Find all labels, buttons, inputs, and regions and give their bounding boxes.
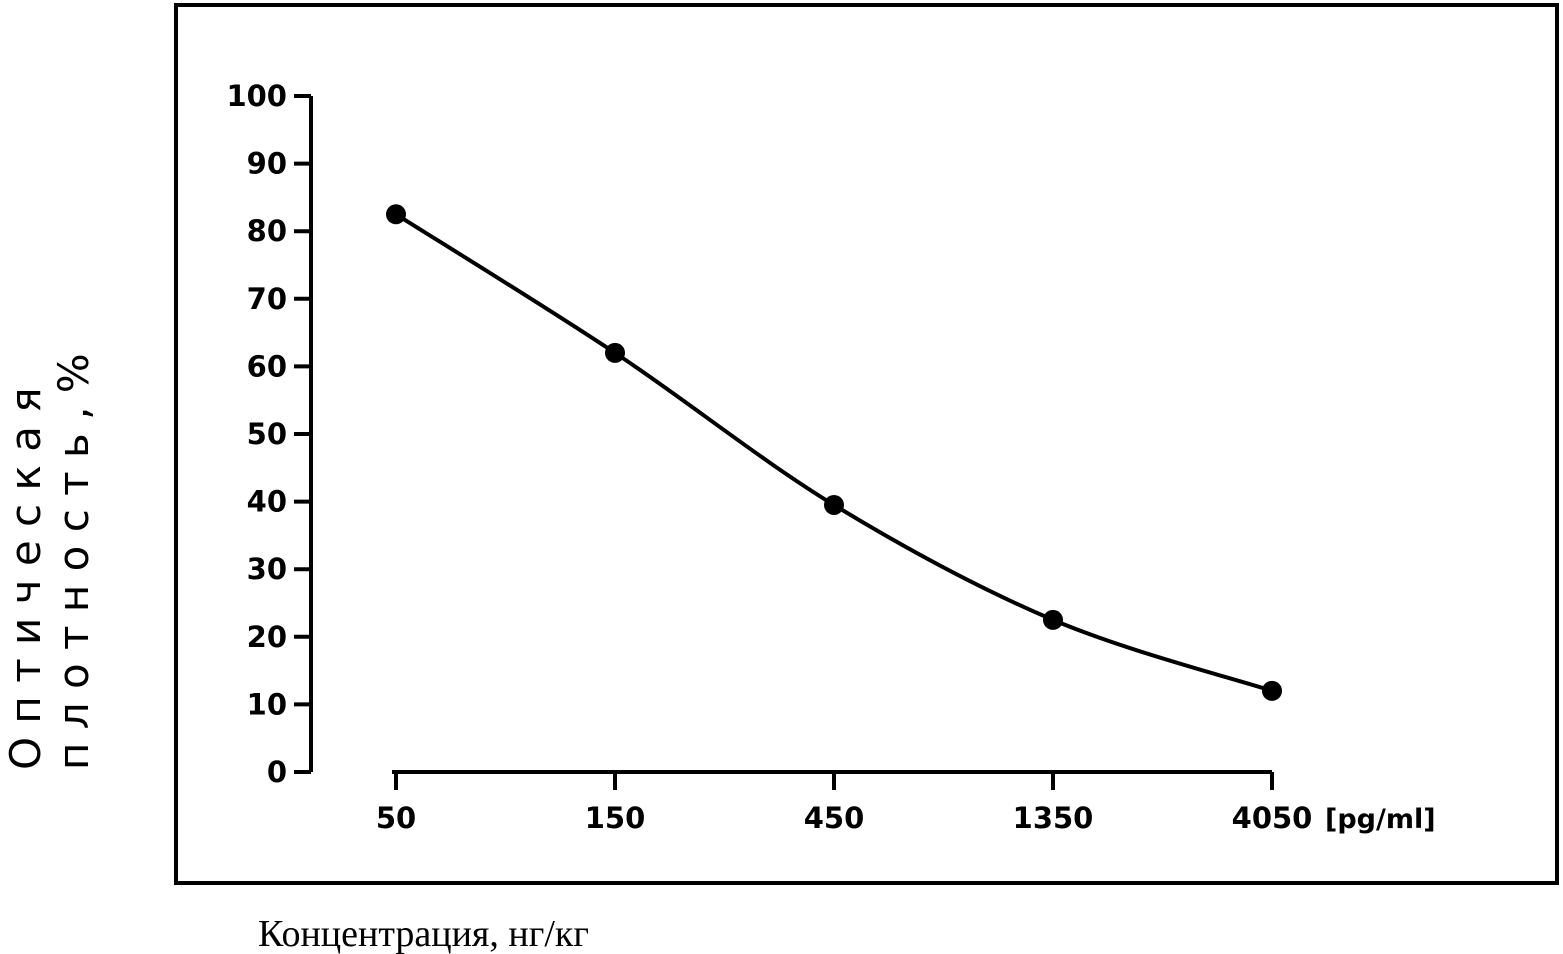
y-axis-title-line2: п л о т н о с т ь , % [49,353,98,770]
data-point-2 [824,494,844,515]
x-axis-title: Концентрация, нг/кг [258,913,589,954]
y-tick-label: 60 [247,349,287,383]
data-point-0 [386,204,406,225]
data-point-1 [605,342,625,363]
y-tick-label: 90 [247,147,287,181]
data-point-3 [1043,609,1063,630]
y-tick-label: 100 [226,79,287,113]
x-tick-label: 450 [804,801,865,835]
y-axis-ticks: 0 10 20 30 40 50 60 70 80 90 100 [226,79,311,789]
chart-frame [174,3,1559,885]
y-tick-label: 0 [267,755,287,789]
x-tick-label: 1350 [1013,801,1094,835]
x-tick-label: 50 [376,801,416,835]
x-unit-label: [pg/ml] [1325,804,1436,835]
x-tick-label: 150 [585,801,646,835]
y-axis-title: О п т и ч е с к а я п л о т н о с т ь , … [1,353,98,770]
series-markers [386,204,1282,701]
x-axis-ticks: 50 150 450 1350 4050 [376,772,1313,835]
data-point-4 [1262,680,1282,701]
y-tick-label: 40 [247,485,287,519]
y-tick-label: 80 [247,214,287,248]
x-tick-label: 4050 [1232,801,1313,835]
y-tick-label: 50 [247,417,287,451]
series-line [394,212,1273,693]
y-tick-label: 70 [247,282,287,316]
y-tick-label: 20 [247,620,287,654]
y-tick-label: 30 [247,552,287,586]
y-tick-label: 10 [247,687,287,721]
y-axis-title-line1: О п т и ч е с к а я [1,387,50,770]
